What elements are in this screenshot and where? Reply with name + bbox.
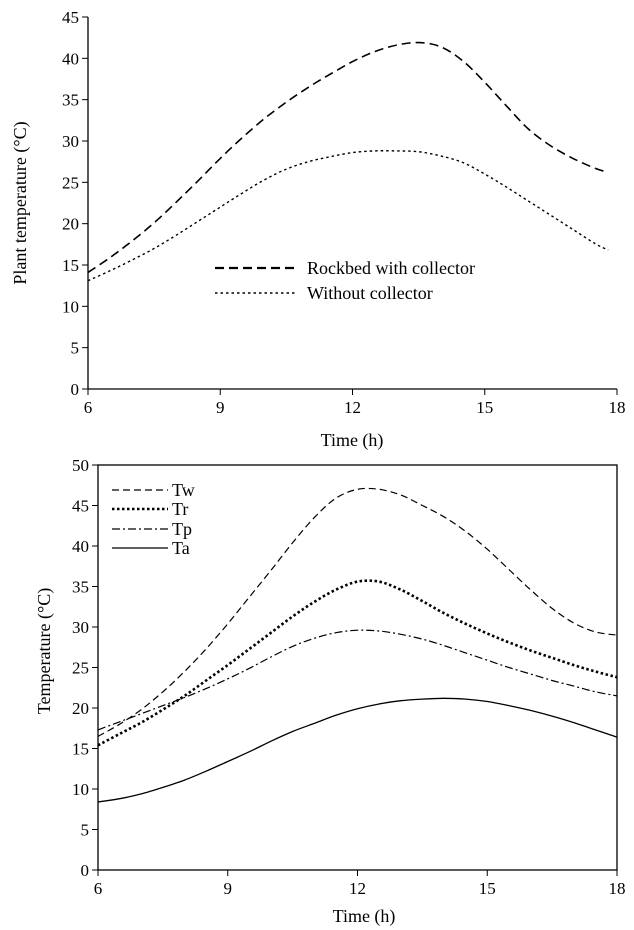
- x-tick-label: 18: [609, 879, 626, 898]
- y-tick-label: 35: [62, 91, 79, 110]
- chart-plant-temperature: 0 5 10 15 20 25 30 35 40 45 6 9 12 15 18 Time (h) Plan…: [10, 8, 626, 451]
- series-lines: [87, 41, 609, 282]
- legend-entry-tw: Tw: [112, 480, 195, 500]
- series-line-rockbed-with-collector: [87, 41, 609, 274]
- x-tick-label: 15: [479, 879, 496, 898]
- axes: [87, 17, 617, 390]
- legend-label: Tr: [172, 499, 188, 519]
- y-tick-label: 15: [62, 256, 79, 275]
- legend-entry-tr: Tr: [112, 499, 188, 519]
- y-tick-label: 50: [72, 456, 89, 475]
- x-tick-label: 9: [216, 398, 225, 417]
- x-tick-label: 6: [84, 398, 93, 417]
- y-tick-label: 10: [72, 780, 89, 799]
- legend-label: Tp: [172, 519, 192, 539]
- series-line-tr: [97, 579, 618, 747]
- legend: Tw Tr Tp Ta: [112, 480, 195, 558]
- x-axis-title: Time (h): [333, 906, 396, 927]
- x-tick-label: 12: [344, 398, 361, 417]
- legend-label: Without collector: [307, 283, 433, 303]
- y-tick-label: 35: [72, 578, 89, 597]
- y-tick-label: 0: [71, 380, 80, 399]
- chart-temperature: 0 5 10 15 20 25 30 35 40 45 50 6 9 12 15 18 Time (h) Te…: [34, 456, 626, 927]
- y-tick-label: 0: [81, 861, 90, 880]
- y-tick-label: 20: [72, 699, 89, 718]
- y-tick-label: 30: [72, 618, 89, 637]
- y-tick-label: 40: [62, 49, 79, 68]
- y-tick-label: 45: [62, 8, 79, 27]
- y-tick-label: 15: [72, 740, 89, 759]
- series-line-tp: [97, 629, 618, 731]
- ticks: 0 5 10 15 20 25 30 35 40 45 50 6 9 12 15 18: [72, 456, 626, 898]
- ticks: 0 5 10 15 20 25 30 35 40 45 6 9 12 15 18: [62, 8, 626, 417]
- x-tick-label: 12: [349, 879, 366, 898]
- series-line-ta: [97, 697, 618, 803]
- y-tick-label: 25: [72, 659, 89, 678]
- series-lines: [97, 487, 618, 803]
- legend-entry-ta: Ta: [112, 538, 190, 558]
- legend-entry-without-collector: Without collector: [215, 283, 433, 303]
- y-tick-label: 30: [62, 132, 79, 151]
- series-line-without-collector: [87, 150, 609, 282]
- y-tick-label: 20: [62, 215, 79, 234]
- x-tick-label: 15: [476, 398, 493, 417]
- x-axis-title: Time (h): [321, 430, 384, 451]
- legend-label: Rockbed with collector: [307, 258, 475, 278]
- y-axis-title: Temperature (°C): [34, 588, 55, 714]
- x-tick-label: 6: [94, 879, 103, 898]
- y-tick-label: 5: [71, 339, 80, 358]
- x-tick-label: 18: [609, 398, 626, 417]
- y-tick-label: 45: [72, 497, 89, 516]
- legend-entry-rockbed-with-collector: Rockbed with collector: [215, 258, 475, 278]
- legend-label: Ta: [172, 538, 190, 558]
- y-tick-label: 25: [62, 173, 79, 192]
- x-tick-label: 9: [224, 879, 233, 898]
- legend-entry-tp: Tp: [112, 519, 192, 539]
- y-tick-label: 40: [72, 537, 89, 556]
- legend-label: Tw: [172, 480, 195, 500]
- y-tick-label: 10: [62, 297, 79, 316]
- legend: Rockbed with collector Without collector: [215, 258, 475, 303]
- y-axis-title: Plant temperature (°C): [10, 121, 31, 284]
- y-tick-label: 5: [81, 821, 90, 840]
